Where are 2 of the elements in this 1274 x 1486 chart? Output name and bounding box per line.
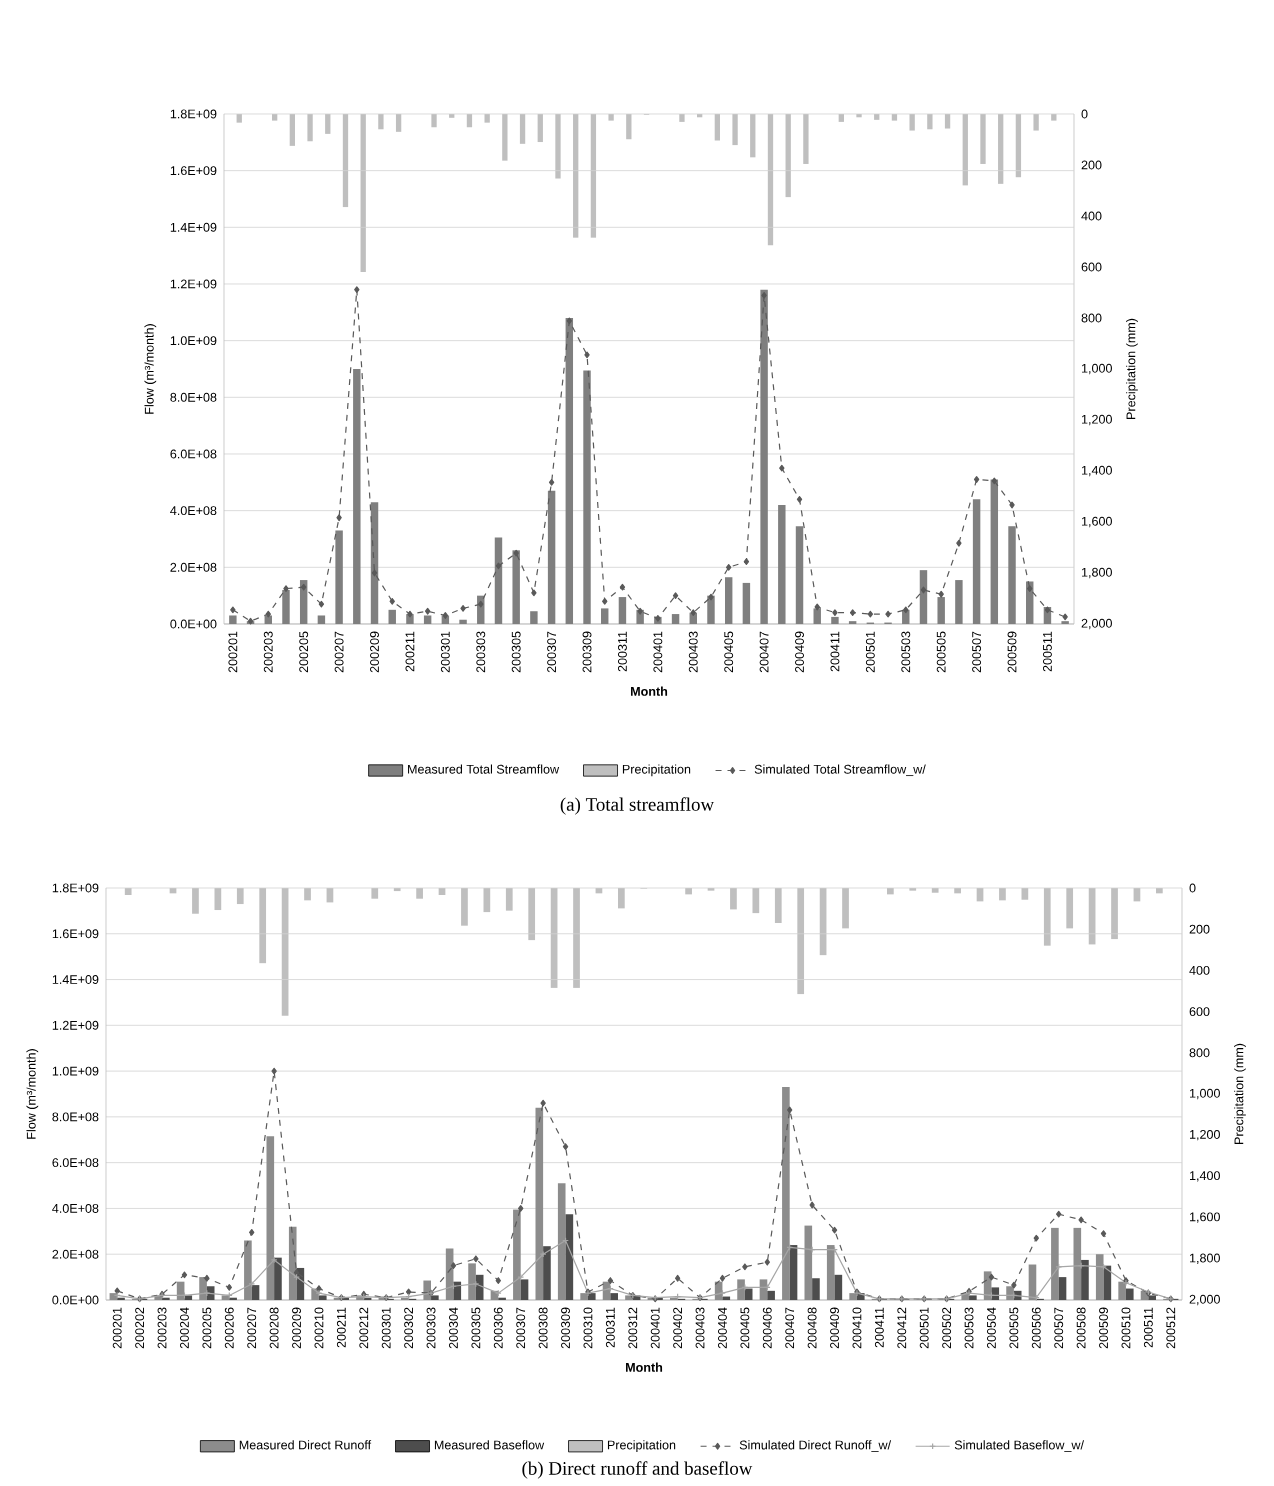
text: (b) Direct runoff and baseflow <box>522 1461 753 1479</box>
text: (a) Total streamflow <box>560 797 715 815</box>
